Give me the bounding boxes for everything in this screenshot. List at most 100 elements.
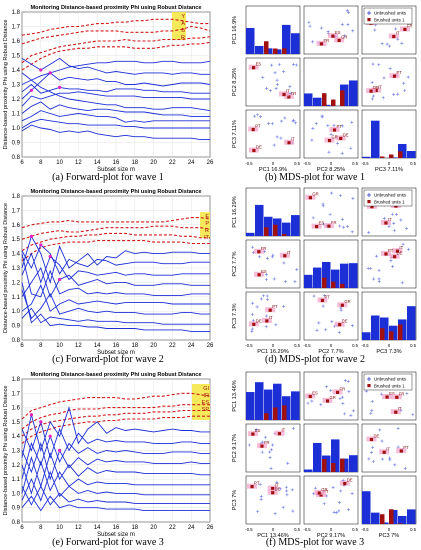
series-line <box>21 72 211 87</box>
point-label: GR <box>321 487 327 492</box>
matrix-cell <box>303 57 359 107</box>
unbrushed-point <box>340 395 344 399</box>
brushed-point <box>327 224 331 228</box>
histogram-bar <box>371 315 380 340</box>
x-tick-label: -0.5 <box>303 161 311 166</box>
series-line <box>21 124 210 141</box>
legend-entry: Brushed units 1 <box>374 200 405 205</box>
point-label: FR <box>261 246 267 251</box>
unbrushed-point <box>252 114 256 118</box>
x-tick-label: -0.5 <box>245 343 253 348</box>
unbrushed-point <box>312 294 316 298</box>
cell-frame <box>361 239 417 289</box>
y-tick-label: 1.2 <box>12 463 21 469</box>
caption-d: (d) MDS-plot for wave 2 <box>265 354 365 365</box>
unbrushed-point <box>285 493 289 497</box>
y-axis-label: Distance-based proximity Phi using Robus… <box>3 386 9 516</box>
histogram-bar-brushed <box>273 224 278 236</box>
unbrushed-point <box>369 450 373 454</box>
unbrushed-point <box>259 297 263 301</box>
cell-frame <box>303 5 359 55</box>
unbrushed-point <box>323 293 327 297</box>
y-tick-label: 0.8 <box>12 520 21 526</box>
y-tick-label: 1.8 <box>12 377 21 383</box>
unbrushed-point <box>281 505 285 509</box>
unbrushed-point <box>369 411 373 415</box>
histogram-bar-brushed <box>273 48 278 54</box>
point-label: FR <box>264 440 270 445</box>
unbrushed-point <box>250 327 254 331</box>
unbrushed-point <box>337 331 341 335</box>
highlight-box <box>192 384 210 420</box>
unbrushed-point <box>274 86 278 90</box>
brushed-point <box>268 308 272 312</box>
x-variable-label: PC3 7.11% <box>375 167 403 173</box>
unbrushed-point <box>371 94 375 98</box>
histogram-bar-brushed <box>273 407 278 420</box>
mds-plot-d: GRESFRESFRITESFRITITPTDEITPTDEPTDEGRPC1 … <box>232 187 417 355</box>
point-label: ES <box>256 62 262 67</box>
unbrushed-point <box>378 428 382 432</box>
histogram-bar-brushed <box>380 328 385 340</box>
unbrushed-point <box>342 225 346 229</box>
x-tick-label: 0 <box>388 343 391 348</box>
brushed-point <box>252 322 256 326</box>
highlight-label: SP <box>202 407 210 413</box>
highlight-label: P <box>205 221 209 227</box>
unbrushed-point <box>392 92 396 96</box>
brushed-point <box>343 481 347 486</box>
x-variable-label: PC3 7% <box>379 533 400 539</box>
histogram-bar <box>371 120 380 158</box>
histogram-bar-brushed <box>331 462 336 472</box>
legend-marker-brushed <box>367 384 371 388</box>
histogram-bar <box>273 383 282 420</box>
histogram-bar <box>255 45 264 54</box>
series-line <box>21 25 211 45</box>
y-tick-label: 1.8 <box>12 10 21 16</box>
y-tick-label: 1.3 <box>12 83 21 89</box>
y-tick-label: 0.9 <box>12 141 21 147</box>
unbrushed-point <box>308 24 312 28</box>
unbrushed-point <box>259 497 263 501</box>
y-tick-label: 0.8 <box>12 155 21 161</box>
x-tick-label: 16 <box>113 525 120 531</box>
brushed-point <box>257 250 261 254</box>
cell-frame <box>361 109 417 159</box>
unbrushed-point <box>339 308 343 312</box>
x-tick-label: 20 <box>150 343 157 349</box>
series-marker <box>48 254 52 259</box>
x-tick-label: -0.5 <box>245 161 253 166</box>
point-label: PT <box>254 481 260 486</box>
unbrushed-point <box>278 487 282 491</box>
series-line <box>21 110 210 123</box>
series-line <box>21 253 210 298</box>
x-tick-label: 0 <box>388 161 391 166</box>
y-variable-label: PC1 16.29% <box>232 196 238 227</box>
series-marker <box>39 420 43 424</box>
x-tick-label: -0.5 <box>361 343 369 348</box>
histogram-bar <box>246 27 255 54</box>
x-tick-label: 0 <box>388 527 391 532</box>
unbrushed-point <box>400 281 404 285</box>
histogram-bar <box>362 156 371 158</box>
unbrushed-point <box>311 40 315 44</box>
x-tick-label: 18 <box>131 525 138 531</box>
series-line <box>21 18 210 36</box>
unbrushed-point <box>268 450 272 454</box>
unbrushed-point <box>250 329 254 333</box>
unbrushed-point <box>347 11 351 15</box>
unbrushed-point <box>380 42 384 46</box>
x-tick-label: 22 <box>169 160 176 166</box>
unbrushed-point <box>282 304 286 308</box>
unbrushed-point <box>255 428 259 432</box>
y-tick-label: 1.2 <box>12 280 21 286</box>
unbrushed-point <box>370 399 374 403</box>
